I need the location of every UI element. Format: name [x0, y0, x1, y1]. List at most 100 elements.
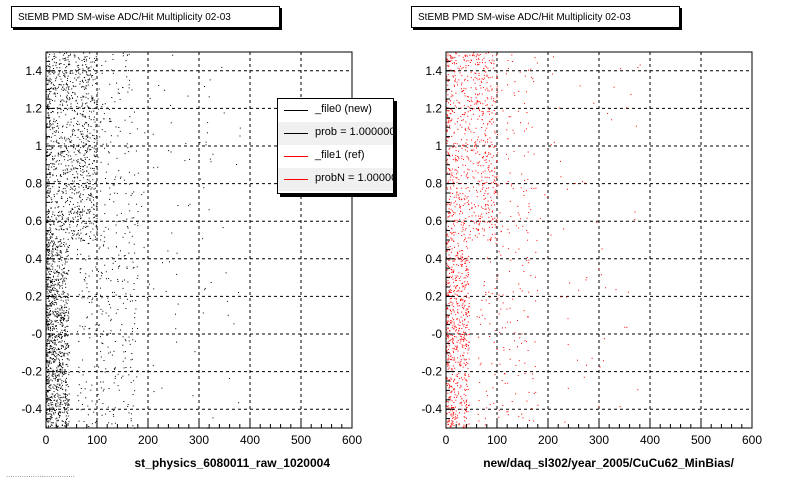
data-point	[512, 291, 514, 293]
data-point	[63, 312, 65, 314]
data-point	[57, 365, 59, 367]
data-point	[47, 257, 49, 258]
data-point	[80, 409, 82, 411]
data-point	[476, 100, 478, 102]
data-point	[451, 374, 453, 375]
data-point	[59, 404, 61, 406]
data-point	[460, 299, 462, 301]
data-point	[95, 173, 97, 175]
data-point	[49, 68, 51, 70]
data-point	[67, 423, 69, 425]
data-point	[176, 341, 178, 343]
data-point	[60, 273, 62, 275]
data-point	[222, 227, 224, 229]
data-point	[593, 102, 595, 104]
data-point	[453, 328, 455, 330]
data-point	[477, 139, 478, 141]
data-point	[46, 191, 48, 193]
data-point	[129, 116, 131, 118]
data-point	[115, 176, 117, 178]
data-point	[601, 248, 603, 250]
data-point	[524, 102, 525, 104]
data-point	[461, 338, 463, 340]
data-point	[113, 382, 115, 384]
data-point	[453, 62, 455, 64]
data-point	[57, 145, 59, 147]
data-point	[79, 195, 81, 197]
data-point	[454, 231, 456, 233]
data-point	[71, 187, 73, 189]
data-point	[479, 364, 481, 366]
data-point	[50, 310, 51, 312]
data-point	[46, 284, 48, 286]
data-point	[453, 424, 455, 426]
data-point	[98, 399, 100, 400]
data-point	[56, 278, 58, 280]
data-point	[456, 169, 458, 171]
data-point	[67, 149, 68, 151]
data-point	[452, 418, 454, 419]
data-point	[504, 373, 506, 375]
data-point	[59, 225, 61, 227]
data-point	[511, 183, 513, 185]
data-point	[82, 125, 84, 127]
data-point	[92, 98, 94, 100]
data-point	[105, 368, 107, 370]
data-point	[53, 127, 55, 128]
data-point	[598, 405, 600, 407]
data-point	[60, 344, 62, 346]
data-point	[94, 172, 96, 174]
data-point	[80, 170, 82, 172]
data-point	[76, 160, 78, 162]
data-point	[61, 126, 63, 128]
data-point	[46, 376, 48, 378]
data-point	[50, 400, 52, 401]
data-point	[460, 255, 462, 257]
data-point	[86, 144, 87, 145]
data-point	[90, 101, 92, 102]
data-point	[51, 201, 53, 203]
data-point	[125, 308, 127, 310]
data-point	[62, 300, 64, 302]
data-point	[460, 224, 462, 226]
data-point	[482, 157, 484, 159]
data-point	[48, 320, 50, 322]
data-point	[453, 321, 455, 323]
data-point	[56, 107, 58, 109]
data-point	[131, 121, 133, 123]
data-point	[56, 289, 58, 291]
data-point	[65, 231, 67, 233]
data-point	[85, 103, 87, 105]
data-point	[486, 204, 488, 206]
data-point	[449, 54, 451, 56]
data-point	[54, 244, 56, 246]
data-point	[56, 303, 57, 305]
data-point	[55, 351, 56, 353]
data-point	[511, 54, 513, 56]
data-point	[68, 92, 70, 94]
data-point	[57, 419, 59, 421]
data-point	[54, 93, 56, 95]
data-point	[450, 188, 452, 190]
data-point	[129, 183, 130, 185]
data-point	[66, 377, 67, 379]
data-point	[465, 270, 467, 272]
data-point	[52, 303, 54, 305]
grid-lines	[46, 52, 352, 428]
data-point	[466, 96, 468, 98]
data-point	[100, 275, 102, 277]
data-point	[446, 115, 448, 116]
data-point	[83, 420, 85, 422]
data-point	[484, 159, 486, 161]
data-point	[105, 413, 107, 415]
data-point	[47, 179, 49, 181]
data-point	[455, 254, 457, 256]
data-point	[468, 297, 470, 299]
data-point	[52, 404, 54, 406]
data-point	[64, 277, 66, 279]
data-point	[127, 226, 128, 228]
data-point	[470, 59, 472, 61]
data-point	[470, 104, 472, 106]
data-point	[109, 193, 111, 195]
data-point	[461, 82, 463, 84]
